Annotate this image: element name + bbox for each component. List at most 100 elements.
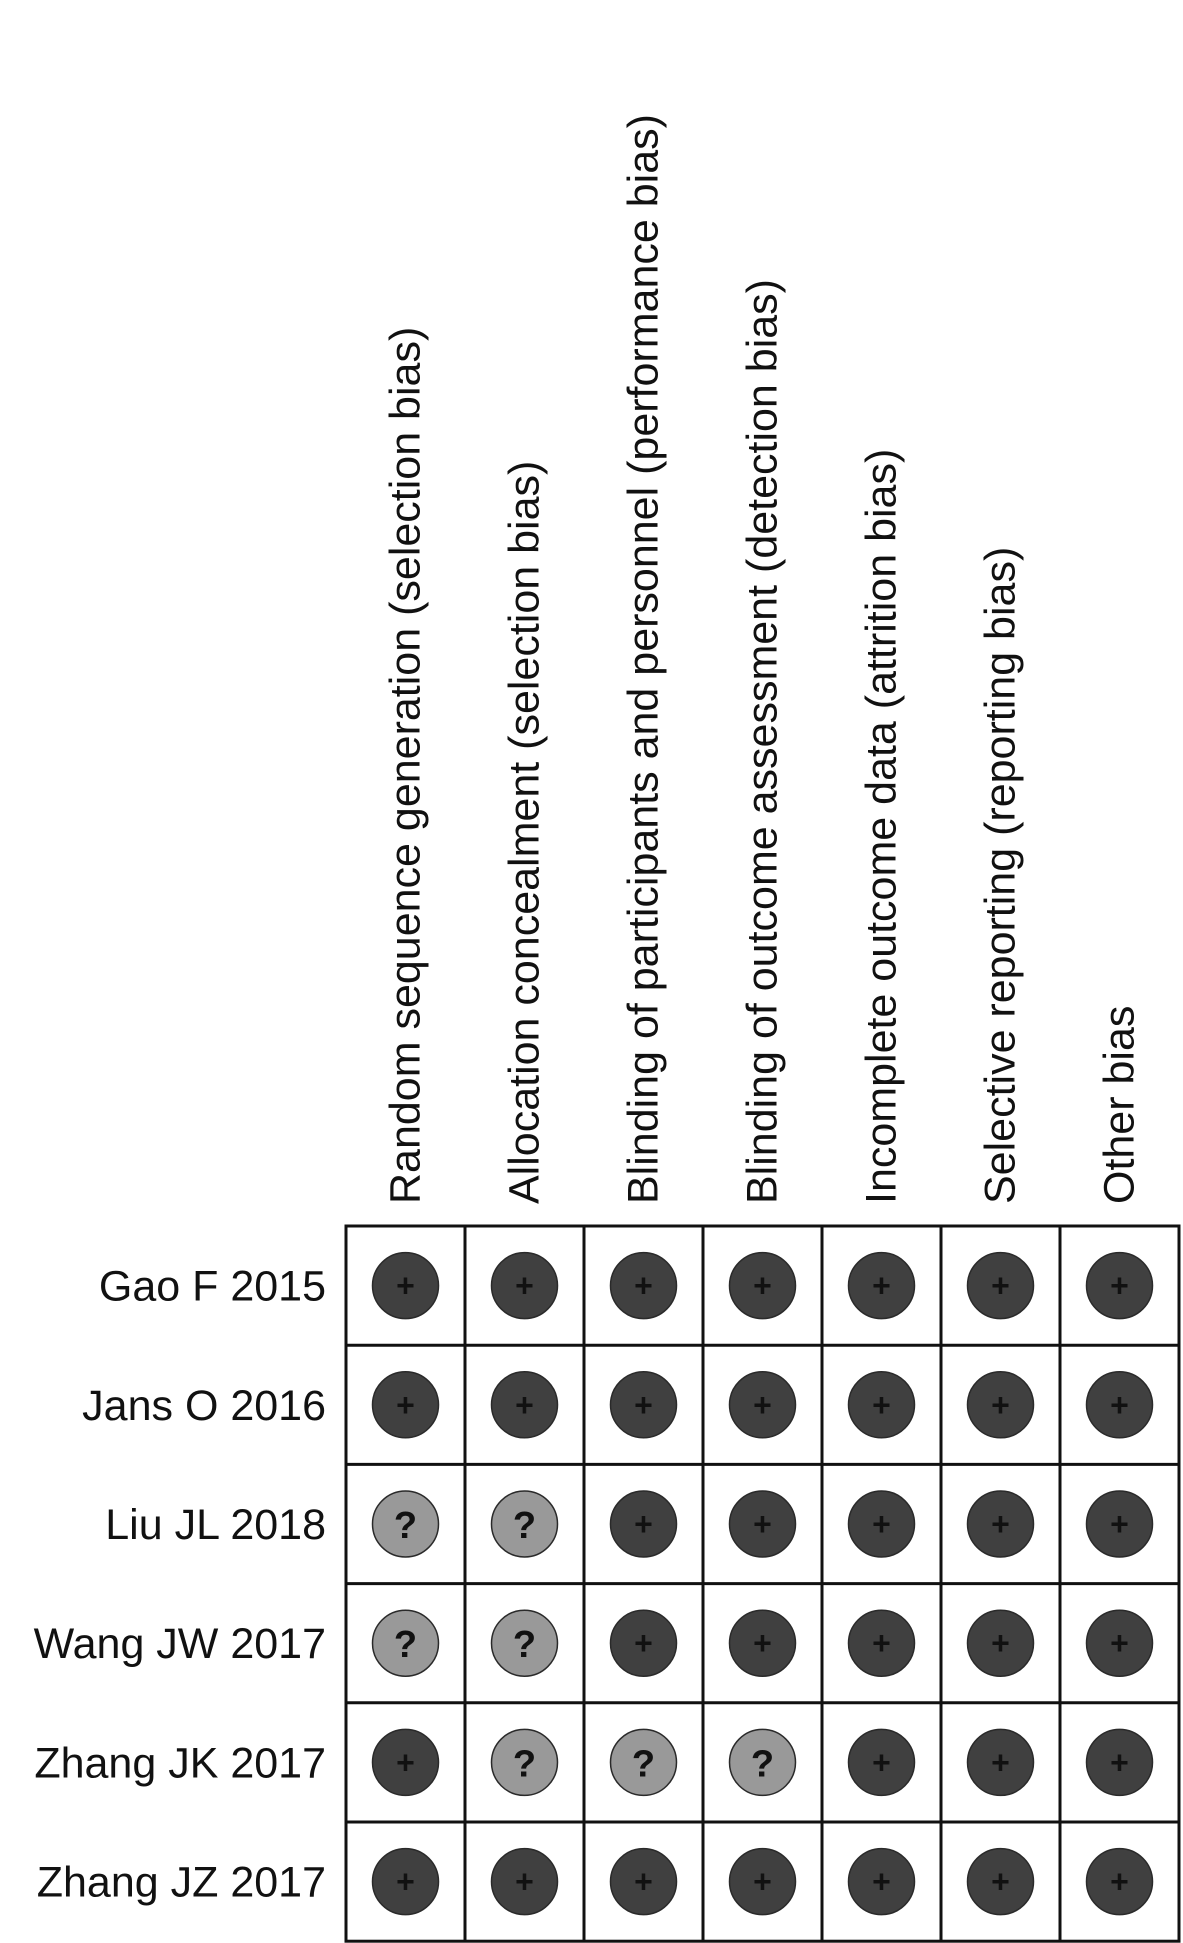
low-risk-mark: + — [1085, 1371, 1154, 1439]
rating-symbol: + — [396, 1268, 415, 1304]
low-risk-mark: + — [728, 1609, 797, 1677]
study-label-1: Gao F 2015 — [99, 1263, 326, 1311]
low-risk-circle — [1085, 1728, 1154, 1797]
unclear-risk-circle — [371, 1490, 440, 1558]
rating-symbol: + — [753, 1387, 772, 1423]
rating-grid — [344, 1224, 1181, 1943]
low-risk-mark: + — [728, 1490, 797, 1558]
low-risk-circle — [609, 1847, 678, 1916]
low-risk-circle — [1085, 1609, 1154, 1677]
rating-marks: + + + + + + + + + + + + + +?? + + + + +?? + + + + + +??? + + + + + + + +… — [371, 1251, 1154, 1916]
domain-label-4: Blinding of outcome assessment (detectio… — [739, 279, 787, 1204]
low-risk-mark: + — [847, 1490, 916, 1558]
rating-symbol: + — [991, 1744, 1010, 1780]
low-risk-mark: + — [371, 1728, 440, 1797]
rating-symbol: + — [396, 1864, 415, 1900]
rating-symbol: + — [753, 1864, 772, 1900]
low-risk-mark: + — [1085, 1728, 1154, 1797]
low-risk-circle — [966, 1728, 1035, 1797]
unclear-risk-mark: ? — [490, 1490, 559, 1558]
low-risk-mark: + — [609, 1609, 678, 1677]
rating-symbol: + — [991, 1506, 1010, 1542]
low-risk-mark: + — [728, 1251, 797, 1320]
unclear-risk-mark: ? — [371, 1609, 440, 1677]
low-risk-mark: + — [490, 1251, 559, 1320]
low-risk-mark: + — [609, 1847, 678, 1916]
rating-symbol: + — [396, 1387, 415, 1423]
rating-symbol: + — [634, 1864, 653, 1900]
rating-symbol: + — [1110, 1387, 1129, 1423]
low-risk-mark: + — [847, 1847, 916, 1916]
rating-symbol: + — [515, 1268, 534, 1304]
rating-symbol: + — [1110, 1864, 1129, 1900]
low-risk-mark: + — [490, 1847, 559, 1916]
rating-symbol: + — [872, 1387, 891, 1423]
unclear-risk-circle — [609, 1728, 678, 1797]
low-risk-circle — [1085, 1847, 1154, 1916]
low-risk-circle — [847, 1609, 916, 1677]
low-risk-mark: + — [609, 1251, 678, 1320]
rating-symbol: + — [872, 1625, 891, 1661]
low-risk-mark: + — [1085, 1251, 1154, 1320]
rating-symbol: + — [1110, 1506, 1129, 1542]
low-risk-mark: + — [609, 1371, 678, 1439]
low-risk-mark: + — [966, 1251, 1035, 1320]
low-risk-circle — [966, 1371, 1035, 1439]
low-risk-mark: + — [490, 1371, 559, 1439]
rating-symbol: + — [753, 1625, 772, 1661]
unclear-risk-mark: ? — [371, 1490, 440, 1558]
low-risk-circle — [609, 1490, 678, 1558]
low-risk-mark: + — [728, 1847, 797, 1916]
study-label-3: Liu JL 2018 — [105, 1501, 326, 1549]
rating-symbol: + — [991, 1864, 1010, 1900]
unclear-risk-mark: ? — [490, 1728, 559, 1797]
low-risk-circle — [847, 1490, 916, 1558]
low-risk-circle — [728, 1847, 797, 1916]
low-risk-mark: + — [609, 1490, 678, 1558]
low-risk-mark: + — [966, 1609, 1035, 1677]
low-risk-mark: + — [966, 1728, 1035, 1797]
low-risk-circle — [371, 1371, 440, 1439]
low-risk-mark: + — [847, 1371, 916, 1439]
low-risk-circle — [490, 1847, 559, 1916]
domain-label-6: Selective reporting (reporting bias) — [977, 547, 1025, 1204]
domain-label-3: Blinding of participants and personnel (… — [620, 114, 668, 1204]
low-risk-circle — [371, 1251, 440, 1320]
low-risk-circle — [728, 1490, 797, 1558]
study-label-4: Wang JW 2017 — [34, 1620, 326, 1668]
rating-symbol: ? — [751, 1743, 774, 1785]
low-risk-circle — [609, 1251, 678, 1320]
rating-symbol: + — [872, 1268, 891, 1304]
unclear-risk-circle — [490, 1609, 559, 1677]
low-risk-mark: + — [1085, 1847, 1154, 1916]
low-risk-mark: + — [847, 1609, 916, 1677]
rating-symbol: + — [872, 1506, 891, 1542]
rating-symbol: + — [634, 1506, 653, 1542]
unclear-risk-circle — [728, 1728, 797, 1797]
low-risk-circle — [1085, 1371, 1154, 1439]
rating-symbol: ? — [394, 1624, 417, 1666]
domain-label-1: Random sequence generation (selection bi… — [382, 327, 430, 1204]
domain-label-5: Incomplete outcome data (attrition bias) — [858, 449, 906, 1204]
unclear-risk-circle — [490, 1728, 559, 1797]
rating-symbol: + — [515, 1864, 534, 1900]
unclear-risk-circle — [371, 1609, 440, 1677]
rating-symbol: + — [515, 1387, 534, 1423]
rating-symbol: + — [991, 1268, 1010, 1304]
low-risk-circle — [490, 1251, 559, 1320]
low-risk-circle — [966, 1609, 1035, 1677]
study-label-2: Jans O 2016 — [82, 1382, 326, 1430]
low-risk-mark: + — [371, 1251, 440, 1320]
low-risk-circle — [847, 1728, 916, 1797]
unclear-risk-mark: ? — [609, 1728, 678, 1797]
low-risk-circle — [371, 1847, 440, 1916]
rating-symbol: ? — [513, 1624, 536, 1666]
low-risk-circle — [609, 1371, 678, 1439]
low-risk-mark: + — [1085, 1490, 1154, 1558]
rating-symbol: + — [1110, 1268, 1129, 1304]
rating-symbol: ? — [513, 1505, 536, 1547]
low-risk-circle — [847, 1251, 916, 1320]
low-risk-circle — [1085, 1251, 1154, 1320]
study-label-5: Zhang JK 2017 — [34, 1739, 326, 1787]
